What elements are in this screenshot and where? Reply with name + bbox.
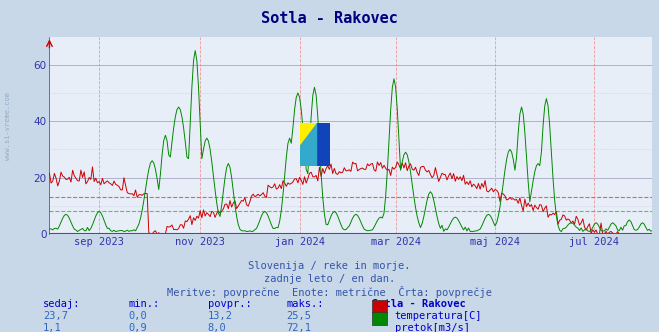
Text: 72,1: 72,1 (287, 323, 312, 332)
Text: 0,9: 0,9 (129, 323, 147, 332)
Text: 1,1: 1,1 (43, 323, 61, 332)
Text: Sotla - Rakovec: Sotla - Rakovec (261, 11, 398, 26)
Text: 0,0: 0,0 (129, 311, 147, 321)
Text: sedaj:: sedaj: (43, 299, 80, 309)
Text: 23,7: 23,7 (43, 311, 68, 321)
Polygon shape (300, 123, 316, 166)
Polygon shape (313, 123, 330, 166)
Text: temperatura[C]: temperatura[C] (395, 311, 482, 321)
Text: 13,2: 13,2 (208, 311, 233, 321)
Text: povpr.:: povpr.: (208, 299, 251, 309)
Text: Slovenija / reke in morje.: Slovenija / reke in morje. (248, 261, 411, 271)
Text: Meritve: povprečne  Enote: metrične  Črta: povprečje: Meritve: povprečne Enote: metrične Črta:… (167, 286, 492, 298)
Text: min.:: min.: (129, 299, 159, 309)
Text: 8,0: 8,0 (208, 323, 226, 332)
Text: Sotla - Rakovec: Sotla - Rakovec (372, 299, 466, 309)
Text: www.si-vreme.com: www.si-vreme.com (5, 92, 11, 160)
Polygon shape (300, 123, 316, 144)
Text: pretok[m3/s]: pretok[m3/s] (395, 323, 470, 332)
Text: maks.:: maks.: (287, 299, 324, 309)
Text: 25,5: 25,5 (287, 311, 312, 321)
Text: zadnje leto / en dan.: zadnje leto / en dan. (264, 274, 395, 284)
